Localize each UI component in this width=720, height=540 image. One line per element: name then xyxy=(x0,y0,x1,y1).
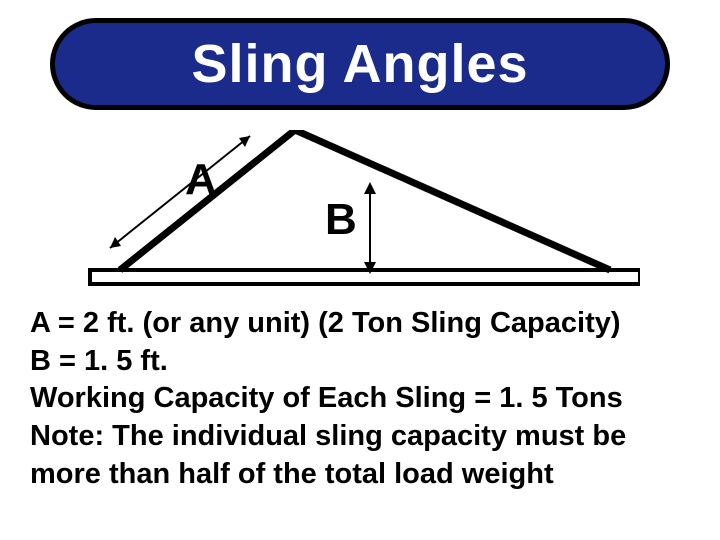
arrow-b-top xyxy=(364,182,376,194)
sling-diagram xyxy=(80,130,640,290)
title-banner: Sling Angles xyxy=(50,18,670,110)
label-b: B xyxy=(325,195,357,245)
description-text: A = 2 ft. (or any unit) (2 Ton Sling Cap… xyxy=(30,305,700,493)
arrow-a-tail xyxy=(110,237,121,248)
base-bar xyxy=(90,270,640,284)
text-line-3: Working Capacity of Each Sling = 1. 5 To… xyxy=(30,380,700,418)
arrow-a-line xyxy=(110,136,250,248)
text-line-2: B = 1. 5 ft. xyxy=(30,343,700,381)
arrow-a-head xyxy=(239,136,250,147)
page-title: Sling Angles xyxy=(191,33,528,95)
diagram-svg xyxy=(80,130,640,290)
text-line-5: more than half of the total load weight xyxy=(30,456,700,494)
text-line-1: A = 2 ft. (or any unit) (2 Ton Sling Cap… xyxy=(30,305,700,343)
label-a: A xyxy=(185,155,217,205)
text-line-4: Note: The individual sling capacity must… xyxy=(30,418,700,456)
